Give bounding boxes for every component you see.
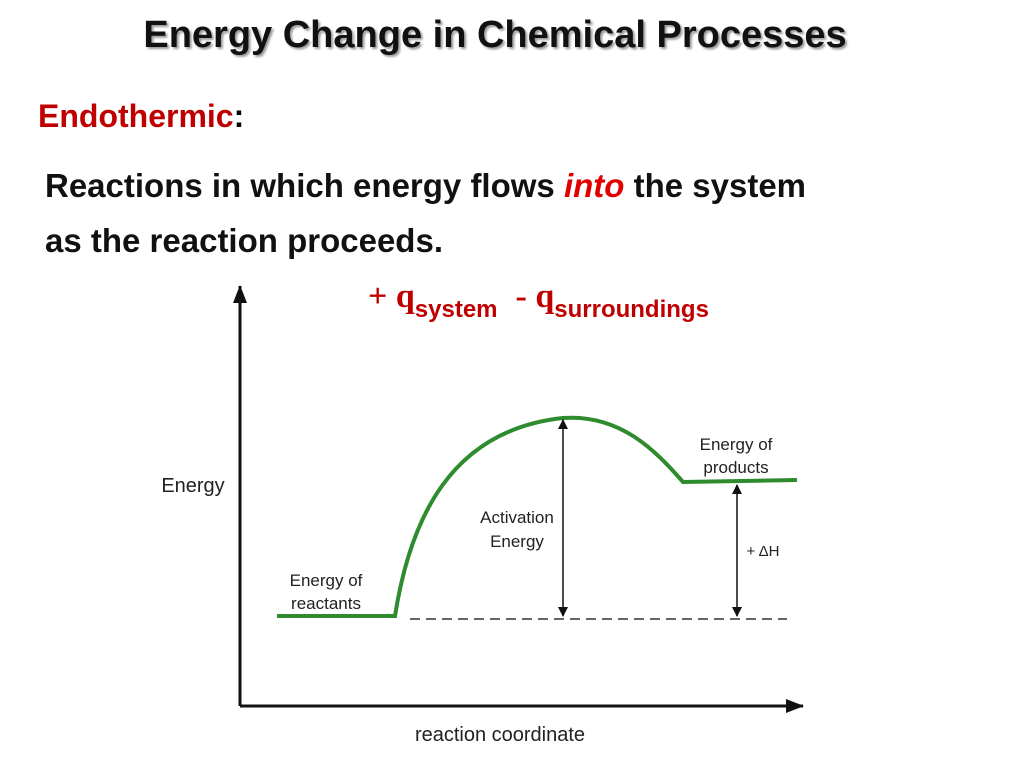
- term: Endothermic: [38, 98, 234, 134]
- colon: :: [233, 98, 245, 134]
- definition-term-line: Endothermic:: [38, 98, 244, 135]
- signs: + qsystem - qsurroundings: [368, 278, 727, 323]
- products-label: Energy of: [700, 435, 773, 454]
- y-axis-label: Energy: [161, 475, 224, 497]
- sign: - q: [515, 278, 555, 315]
- activation-label: Activation: [480, 508, 554, 527]
- text: Reactions in which energy flows: [45, 167, 564, 204]
- energy-curve: [277, 415, 798, 618]
- definition-text: Reactions in which energy flows into the…: [45, 158, 845, 268]
- reactants-label: reactants: [291, 594, 361, 613]
- sign: + q: [368, 278, 415, 315]
- text: the system as the reaction proceeds.: [45, 167, 807, 259]
- reactants-label: Energy of: [290, 571, 363, 590]
- emphasis: into: [563, 167, 625, 204]
- subscript: system: [414, 296, 498, 323]
- subscript: surroundings: [554, 296, 709, 323]
- activation-label: Energy: [490, 532, 544, 551]
- x-axis-label: reaction coordinate: [415, 724, 585, 746]
- delta-label: + ΔH: [747, 543, 780, 560]
- products-label: products: [703, 458, 768, 477]
- title: Energy Change in Chemical Processes: [143, 14, 847, 56]
